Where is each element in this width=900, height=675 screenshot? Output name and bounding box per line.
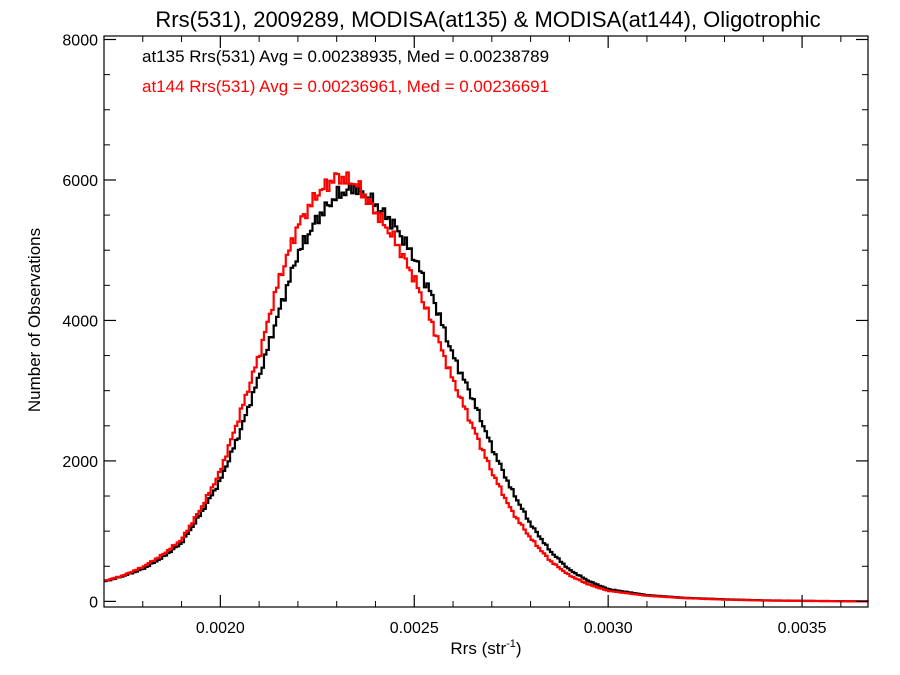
x-tick-label: 0.0025 xyxy=(390,620,439,637)
x-tick-label: 0.0030 xyxy=(584,620,633,637)
annotation-at135: at135 Rrs(531) Avg = 0.00238935, Med = 0… xyxy=(142,47,549,66)
series-at135-line xyxy=(104,182,869,603)
chart-title: Rrs(531), 2009289, MODISA(at135) & MODIS… xyxy=(155,7,820,32)
tick-layer: 0 2000 4000 6000 8000 0.0020 0.0025 0.0030 0.003… xyxy=(62,33,868,637)
x-tick-label: 0.0020 xyxy=(196,620,245,637)
x-axis-label-superscript: -1 xyxy=(506,638,516,650)
x-axis-label-main: Rrs (str xyxy=(450,639,506,658)
x-axis-label-end: ) xyxy=(516,639,522,658)
annotation-at144: at144 Rrs(531) Avg = 0.00236961, Med = 0… xyxy=(142,77,549,96)
series-at144-line xyxy=(104,171,869,603)
x-axis-label: Rrs (str-1) xyxy=(450,638,521,658)
y-tick-label: 2000 xyxy=(62,454,98,471)
plot-frame xyxy=(103,35,869,608)
y-tick-label: 6000 xyxy=(62,173,98,190)
y-tick-label: 0 xyxy=(89,594,98,611)
y-tick-label: 8000 xyxy=(62,33,98,50)
y-axis-label: Number of Observations xyxy=(25,228,44,412)
x-tick-label: 0.0035 xyxy=(778,620,827,637)
series-layer xyxy=(104,171,869,603)
y-tick-label: 4000 xyxy=(62,313,98,330)
